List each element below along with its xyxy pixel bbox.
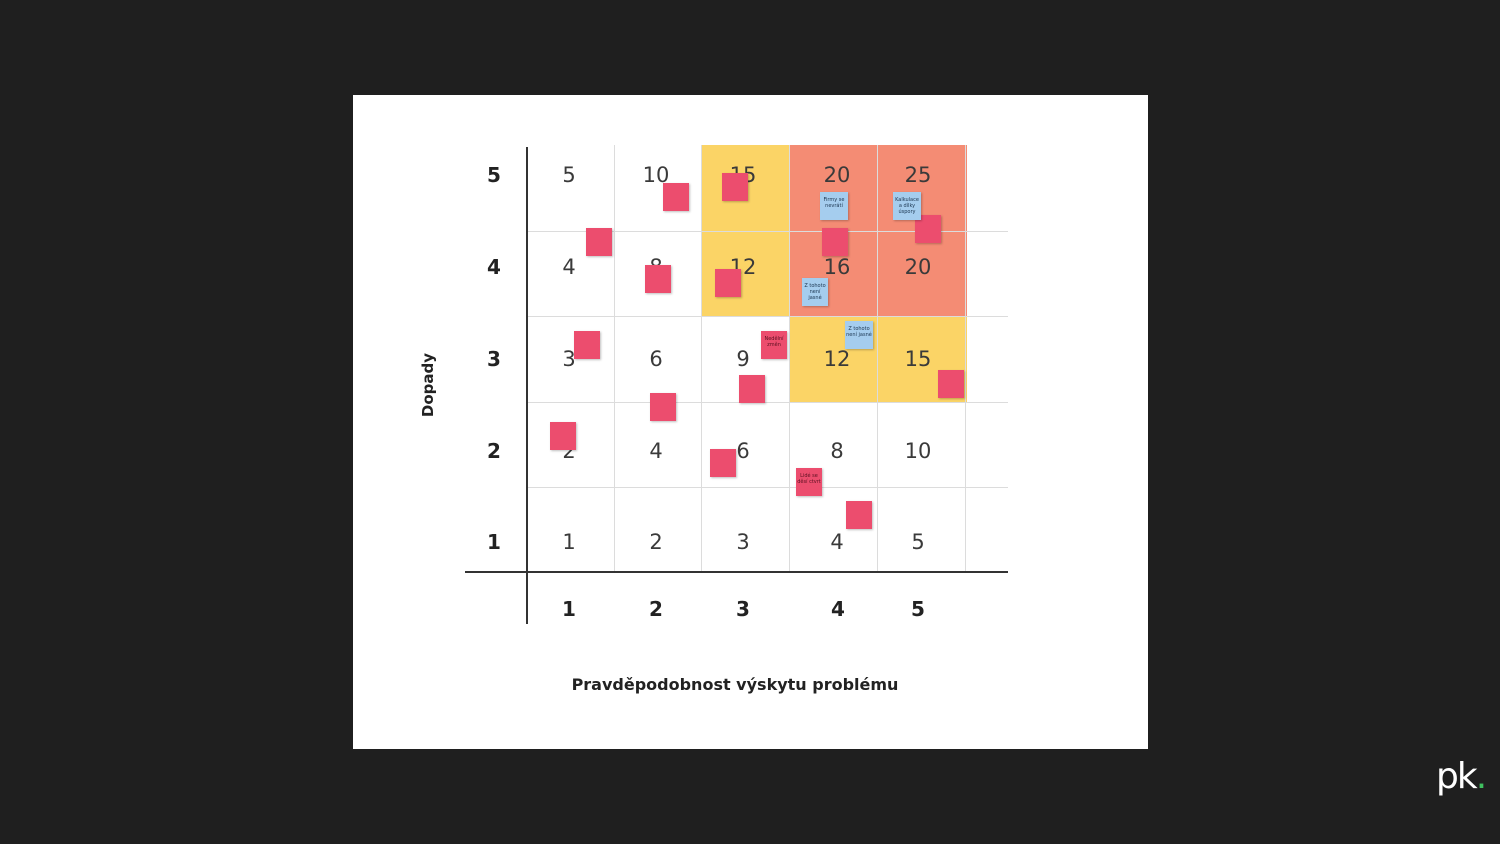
brand-logo: pk. xyxy=(1436,756,1488,797)
sticky-note-blue-jasne-1[interactable]: Z tohoto není jasné xyxy=(802,278,828,306)
gridline-v2 xyxy=(701,145,702,571)
gridline-v3 xyxy=(789,145,790,571)
cell-r3-c2: 6 xyxy=(649,347,663,371)
cell-r4-c4: 16 xyxy=(823,255,851,279)
zone-medium-right xyxy=(789,316,967,402)
sticky-note[interactable] xyxy=(739,375,765,403)
cell-r3-c4: 12 xyxy=(823,347,851,371)
sticky-note-change[interactable]: Nedělní změn xyxy=(761,331,787,359)
sticky-note[interactable] xyxy=(550,422,576,450)
sticky-note[interactable] xyxy=(650,393,676,421)
y-label-4: 4 xyxy=(487,255,501,279)
sticky-note[interactable] xyxy=(715,269,741,297)
sticky-note-blue-firmy[interactable]: Firmy se nevrátí xyxy=(820,192,848,220)
cell-r3-c5: 15 xyxy=(904,347,932,371)
sticky-note[interactable] xyxy=(938,370,964,398)
y-label-3: 3 xyxy=(487,347,501,371)
sticky-note[interactable] xyxy=(846,501,872,529)
x-label-2: 2 xyxy=(649,597,663,621)
y-label-5: 5 xyxy=(487,163,501,187)
gridline-h4 xyxy=(527,487,1008,488)
cell-r3-c1: 3 xyxy=(562,347,576,371)
logo-dot: . xyxy=(1475,756,1488,797)
cell-r5-c1: 5 xyxy=(562,163,576,187)
y-axis-line xyxy=(526,147,528,624)
cell-r1-c3: 3 xyxy=(736,530,750,554)
sticky-note[interactable] xyxy=(722,173,748,201)
gridline-h3 xyxy=(527,402,1008,403)
sticky-note[interactable] xyxy=(574,331,600,359)
x-label-1: 1 xyxy=(562,597,576,621)
sticky-note-blue-kalkulace[interactable]: Kalkulace a dílky úspory xyxy=(893,192,921,220)
sticky-note[interactable] xyxy=(645,265,671,293)
gridline-v1 xyxy=(614,145,615,571)
logo-text: pk xyxy=(1436,756,1478,797)
x-axis-title: Pravděpodobnost výskytu problému xyxy=(571,675,899,694)
sticky-note[interactable] xyxy=(663,183,689,211)
cell-r4-c1: 4 xyxy=(562,255,576,279)
sticky-note-ctverec[interactable]: Lidé se děsí ctvrt xyxy=(796,468,822,496)
y-label-1: 1 xyxy=(487,530,501,554)
sticky-note[interactable] xyxy=(822,228,848,256)
cell-r2-c5: 10 xyxy=(904,439,932,463)
risk-matrix-card: 5 4 3 2 1 1 2 3 4 5 5 10 15 20 25 4 8 12… xyxy=(353,95,1148,749)
cell-r2-c3: 6 xyxy=(736,439,750,463)
gridline-h2 xyxy=(527,316,1008,317)
cell-r2-c2: 4 xyxy=(649,439,663,463)
x-label-5: 5 xyxy=(911,597,925,621)
gridline-v5 xyxy=(965,145,966,571)
cell-r1-c2: 2 xyxy=(649,530,663,554)
cell-r1-c5: 5 xyxy=(911,530,925,554)
x-label-3: 3 xyxy=(736,597,750,621)
sticky-note[interactable] xyxy=(586,228,612,256)
cell-r1-c1: 1 xyxy=(562,530,576,554)
y-label-2: 2 xyxy=(487,439,501,463)
gridline-h1 xyxy=(527,231,1008,232)
x-label-4: 4 xyxy=(831,597,845,621)
cell-r4-c5: 20 xyxy=(904,255,932,279)
sticky-note[interactable] xyxy=(710,449,736,477)
gridline-v4 xyxy=(877,145,878,571)
sticky-note-blue-jasne-2[interactable]: Z tohoto není jasné xyxy=(845,321,873,349)
cell-r2-c4: 8 xyxy=(830,439,844,463)
cell-r1-c4: 4 xyxy=(830,530,844,554)
cell-r3-c3: 9 xyxy=(736,347,750,371)
cell-r5-c4: 20 xyxy=(823,163,851,187)
cell-r5-c5: 25 xyxy=(904,163,932,187)
x-axis-line xyxy=(465,571,1008,573)
y-axis-title: Dopady xyxy=(419,352,437,418)
